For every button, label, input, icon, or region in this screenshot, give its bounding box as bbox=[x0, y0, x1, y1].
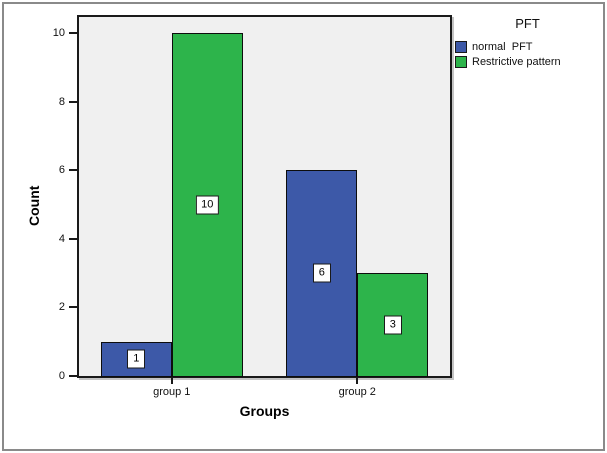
y-tick-mark bbox=[69, 169, 77, 172]
y-tick-label: 8 bbox=[58, 95, 65, 108]
x-axis-title: Groups bbox=[239, 403, 290, 419]
legend-items: normal PFT Restrictive pattern bbox=[455, 41, 600, 68]
y-tick-label: 0 bbox=[58, 370, 65, 382]
legend: PFT normal PFT Restrictive pattern bbox=[455, 16, 600, 71]
bar-value-label: 1 bbox=[127, 349, 146, 369]
legend-item-label: Restrictive pattern bbox=[472, 56, 561, 68]
y-tick-label: 2 bbox=[58, 301, 65, 314]
y-tick-mark bbox=[69, 100, 77, 103]
bar-value-label: 3 bbox=[383, 315, 402, 335]
legend-item: normal PFT bbox=[455, 41, 600, 53]
y-tick-label: 10 bbox=[52, 27, 65, 40]
legend-swatch-icon bbox=[455, 56, 467, 68]
y-tick-mark bbox=[69, 237, 77, 240]
legend-item-label: normal PFT bbox=[472, 41, 533, 53]
y-tick-mark bbox=[69, 32, 77, 35]
y-tick-mark bbox=[69, 375, 77, 377]
bar-value-label: 6 bbox=[312, 263, 331, 283]
x-tick-mark bbox=[356, 378, 359, 384]
legend-swatch-icon bbox=[455, 41, 467, 53]
legend-item: Restrictive pattern bbox=[455, 56, 600, 68]
y-tick-mark bbox=[69, 306, 77, 309]
x-tick-label: group 1 bbox=[153, 386, 191, 398]
x-tick-label: group 2 bbox=[338, 386, 376, 398]
y-tick-label: 4 bbox=[58, 232, 65, 245]
y-axis-title: Count bbox=[26, 185, 42, 226]
x-tick-mark bbox=[170, 378, 173, 384]
legend-title: PFT bbox=[515, 16, 540, 31]
y-tick-label: 6 bbox=[58, 164, 65, 177]
bar-value-label: 10 bbox=[196, 195, 219, 215]
